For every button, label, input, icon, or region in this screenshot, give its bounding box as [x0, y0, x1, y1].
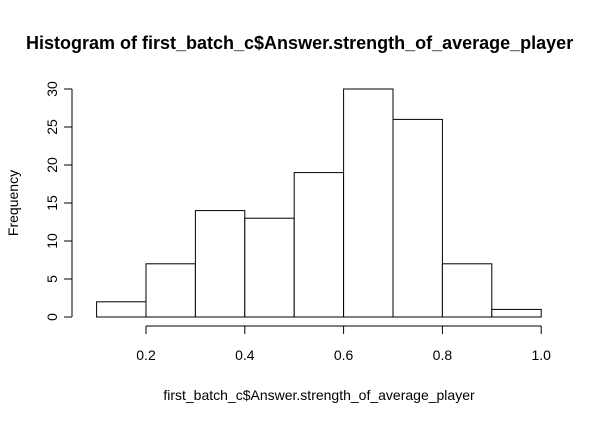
x-tick-label: 0.6: [334, 347, 354, 363]
histogram-bar: [194, 210, 246, 318]
histogram-bar: [96, 301, 147, 318]
histogram-bar: [343, 88, 394, 318]
y-tick-label: 15: [44, 195, 60, 211]
y-tick-label: 20: [44, 157, 60, 173]
histogram-bar: [145, 263, 196, 318]
y-tick-label: 0: [44, 313, 60, 321]
histogram-bar: [244, 217, 295, 318]
chart-title: Histogram of first_batch_c$Answer.streng…: [26, 33, 573, 53]
y-tick-label: 10: [44, 233, 60, 249]
x-tick-label: 0.2: [136, 347, 156, 363]
x-tick-label: 1.0: [531, 347, 551, 363]
y-tick-label: 30: [44, 81, 60, 97]
histogram-bar: [293, 172, 345, 318]
y-axis: 0 5 10 15 20 25 30: [44, 81, 73, 321]
x-tick-label: 0.8: [433, 347, 453, 363]
x-axis-label: first_batch_c$Answer.strength_of_average…: [163, 387, 475, 403]
y-tick-label: 25: [44, 119, 60, 135]
histogram-bar: [441, 263, 493, 318]
x-tick-label: 0.4: [235, 347, 255, 363]
histogram-bar: [491, 308, 542, 318]
y-tick-label: 5: [44, 275, 60, 283]
histogram-bar: [392, 118, 443, 318]
x-axis: 0.2 0.4 0.6 0.8 1.0: [136, 325, 551, 363]
bars-group: [96, 88, 542, 318]
y-axis-label: Frequency: [5, 170, 21, 236]
